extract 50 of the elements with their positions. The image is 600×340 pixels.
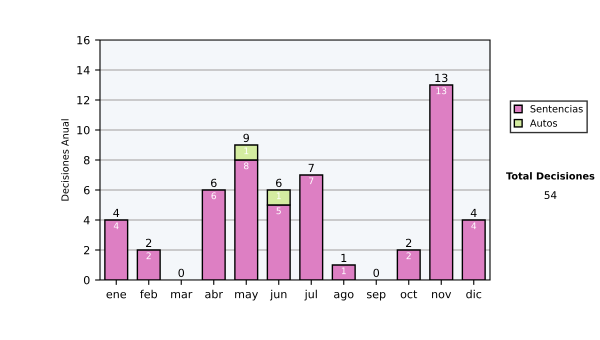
text: 54	[544, 191, 556, 200]
total-label: 4	[113, 208, 120, 217]
total-label: 2	[406, 238, 412, 247]
total-label: 6	[276, 178, 282, 188]
x-tick-label: sep	[367, 292, 386, 300]
text: Total Decisiones	[506, 172, 594, 180]
x-tick-label: may	[235, 292, 258, 300]
x-tick-label: oct	[400, 290, 418, 298]
total-label: 9	[243, 134, 250, 142]
total-label: 13	[435, 74, 448, 82]
x-tick-label: ago	[334, 292, 354, 300]
data-label: 7	[309, 178, 314, 184]
y-tick-label: 4	[84, 216, 90, 224]
y-tick-label: 10	[77, 126, 90, 134]
y-tick-label: 12	[77, 96, 90, 104]
y-tick-label: 2	[84, 246, 90, 254]
x-tick-label: jul	[304, 290, 317, 300]
x-tick-label: mar	[171, 292, 192, 298]
data-label: 2	[146, 252, 151, 260]
data-label: 4	[114, 222, 119, 230]
data-label: 1	[276, 192, 281, 200]
data-label: 1	[342, 268, 346, 274]
data-label: 6	[212, 192, 216, 200]
data-label: 13	[436, 87, 446, 94]
data-label: 4	[471, 222, 476, 230]
x-tick-label: feb	[140, 290, 158, 298]
legend-label: Autos	[530, 120, 558, 127]
data-label: 2	[406, 252, 411, 260]
y-tick-label: 6	[84, 186, 90, 194]
total-label: 1	[341, 254, 346, 262]
x-tick-label: dic	[466, 290, 482, 298]
legend-label: Sentencias	[530, 104, 583, 112]
y-axis-title: Decisiones Anual	[61, 119, 69, 201]
data-label: 5	[276, 208, 281, 214]
x-tick-label: nov	[432, 292, 452, 298]
total-label: 0	[373, 268, 380, 278]
total-label: 2	[146, 238, 152, 247]
y-tick-label: 14	[77, 66, 90, 74]
total-label: 6	[210, 178, 217, 188]
data-label: 1	[244, 148, 248, 154]
total-label: 7	[308, 164, 314, 172]
total-label: 0	[178, 268, 184, 278]
x-tick-label: ene	[106, 292, 126, 298]
y-tick-label: 0	[84, 276, 90, 284]
y-tick-label: 16	[77, 36, 90, 44]
x-tick-label: abr	[205, 290, 223, 298]
total-label: 4	[470, 208, 477, 217]
data-label: 8	[244, 162, 249, 170]
y-tick-label: 8	[84, 156, 90, 164]
x-tick-label: jun	[270, 290, 286, 300]
